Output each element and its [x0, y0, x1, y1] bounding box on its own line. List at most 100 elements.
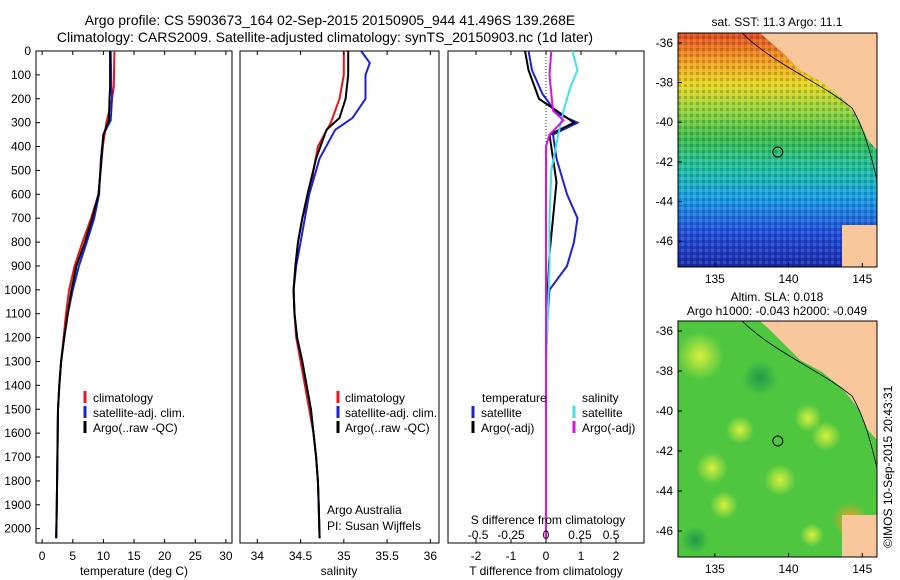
- sla-argo-marker: [772, 435, 784, 447]
- sla-field: [678, 321, 877, 557]
- sst-field: [678, 33, 877, 267]
- temperature-panel: 0100200300400500600700800900100011001200…: [4, 44, 644, 578]
- y-tick-label: 1400: [4, 378, 31, 392]
- salinity-tick-labels: 34 34.5 35 35.5 36: [251, 51, 438, 563]
- y-tick-label: 1000: [4, 283, 31, 297]
- legend-label-temp-satellite: satellite: [481, 406, 522, 420]
- sst-map-title: sat. SST: 11.3 Argo: 11.1: [712, 15, 843, 29]
- legend-label-sal-satellite: satellite: [582, 406, 623, 420]
- legend-header-salinity: salinity: [582, 391, 619, 405]
- series-line-argo-adj--3: [545, 50, 565, 539]
- lon-tick-label: 140: [779, 272, 799, 286]
- y-tick-label: 1200: [4, 331, 31, 345]
- lat-tick-label: -42: [656, 444, 674, 458]
- sla-anomaly-blob: [710, 491, 738, 519]
- legend-header-temperature: temperature: [482, 391, 547, 405]
- legend-label-satellite: satellite-adj. clim.: [345, 406, 437, 420]
- x-tick-label: 36: [424, 549, 438, 563]
- lon-tick-label: 135: [705, 562, 725, 576]
- legend-label-climatology: climatology: [345, 391, 405, 405]
- s-tick-label: -0.5: [468, 528, 489, 542]
- t-difference-tick-labels: -2 -1 0 1 2: [471, 51, 620, 563]
- legend-label-argo: Argo(..raw -QC): [93, 421, 178, 435]
- sla-anomaly-blob: [764, 464, 796, 496]
- annotation-pi: PI: Susan Wijffels: [327, 519, 421, 533]
- sst-bathymetry-contour: [741, 33, 877, 181]
- sst-lon-tick-labels: 135 140 145: [705, 263, 873, 286]
- series-line-satellite-2: [545, 50, 579, 539]
- x-tick-label: 30: [219, 549, 233, 563]
- temperature-xlabel: temperature (deg C): [80, 564, 188, 578]
- y-tick-label: 200: [11, 92, 31, 106]
- y-tick-label: 1600: [4, 426, 31, 440]
- temperature-legend: climatology satellite-adj. clim. Argo(..…: [83, 391, 185, 435]
- y-tick-label: 600: [11, 187, 31, 201]
- sst-land-mass: [760, 33, 877, 150]
- sst-lat-tick-labels: -36 -38 -40 -42 -44 -46: [656, 36, 682, 248]
- sst-argo-marker: [772, 146, 784, 158]
- y-tick-label: 0: [24, 44, 31, 58]
- difference-series-group: [524, 50, 580, 539]
- series-line-argo-raw-qc--2: [55, 51, 112, 539]
- lon-tick-label: 145: [852, 562, 872, 576]
- x-tick-label: 35: [337, 549, 351, 563]
- y-tick-label: 1900: [4, 498, 31, 512]
- y-tick-label: 1100: [5, 307, 31, 321]
- sla-map-frame: [677, 320, 878, 558]
- sla-anomaly-blob: [811, 421, 841, 451]
- x-tick-label: 5: [69, 549, 76, 563]
- lat-tick-label: -40: [656, 404, 674, 418]
- y-tick-label: 700: [11, 211, 31, 225]
- x-tick-label: 2: [613, 549, 620, 563]
- y-tick-label: 1800: [4, 474, 31, 488]
- s-tick-label: 0: [543, 528, 550, 542]
- s-tick-label: 0.5: [603, 528, 620, 542]
- x-tick-label: 35.5: [375, 549, 399, 563]
- s-difference-label: S difference from climatology: [471, 513, 626, 527]
- sla-anomaly-blob: [742, 360, 778, 396]
- y-tick-label: 2000: [4, 522, 31, 536]
- sst-land-mass-south: [842, 225, 877, 267]
- lat-tick-label: -46: [656, 234, 674, 248]
- figure-title-line2: Climatology: CARS2009. Satellite-adjuste…: [57, 29, 593, 45]
- x-tick-label: 1: [578, 549, 585, 563]
- lat-tick-label: -36: [656, 324, 674, 338]
- figure-title-line1: Argo profile: CS 5903673_164 02-Sep-2015…: [85, 12, 575, 28]
- difference-legend: temperature salinity satellite Argo(-adj…: [471, 391, 635, 435]
- lat-tick-label: -44: [656, 195, 674, 209]
- y-tick-label: 100: [11, 68, 31, 82]
- salinity-panel: 34 34.5 35 35.5 36 salinity climatology sate…: [239, 50, 440, 578]
- salinity-series-group: [292, 50, 371, 539]
- temperature-plot-frame: [35, 50, 233, 544]
- sst-map-panel: sat. SST: 11.3 Argo: 11.1 -36 -38 -40 -42 -4…: [656, 15, 878, 286]
- lon-tick-label: 145: [852, 272, 872, 286]
- sla-map-title-line1: Altim. SLA: 0.018: [731, 290, 824, 304]
- legend-label-argo: Argo(..raw -QC): [345, 421, 430, 435]
- sla-anomaly-blob: [681, 526, 709, 554]
- sst-map-frame: [677, 32, 878, 268]
- difference-panel: S difference from climatology -0.5 -0.25 0…: [447, 50, 645, 578]
- sla-anomaly-blob: [800, 523, 824, 547]
- legend-label-sal-argo: Argo(-adj): [582, 421, 635, 435]
- x-tick-label: -2: [471, 549, 482, 563]
- salinity-legend: climatology satellite-adj. clim. Argo(..…: [336, 391, 437, 435]
- difference-xlabel: T difference from climatology: [469, 564, 623, 578]
- sla-map-panel: Altim. SLA: 0.018 Argo h1000: -0.043 h20…: [656, 290, 878, 576]
- y-tick-label: 400: [11, 140, 31, 154]
- x-tick-label: 34: [251, 549, 265, 563]
- x-tick-label: 20: [158, 549, 172, 563]
- x-tick-label: 10: [97, 549, 111, 563]
- sla-land-mass-south: [842, 515, 877, 557]
- sla-anomaly-blob: [696, 452, 728, 484]
- salinity-plot-frame: [239, 50, 440, 544]
- lat-tick-label: -36: [656, 36, 674, 50]
- x-tick-label: 34.5: [289, 549, 313, 563]
- lon-tick-label: 140: [779, 562, 799, 576]
- s-difference-tick-labels: -0.5 -0.25 0 0.25 0.5: [468, 528, 620, 542]
- sla-lat-tick-labels: -36 -38 -40 -42 -44 -46: [656, 324, 682, 538]
- temperature-series-group: [55, 50, 116, 539]
- sla-land-mass: [760, 321, 877, 440]
- s-tick-label: 0.25: [568, 528, 592, 542]
- sla-bathymetry-contour: [741, 321, 877, 469]
